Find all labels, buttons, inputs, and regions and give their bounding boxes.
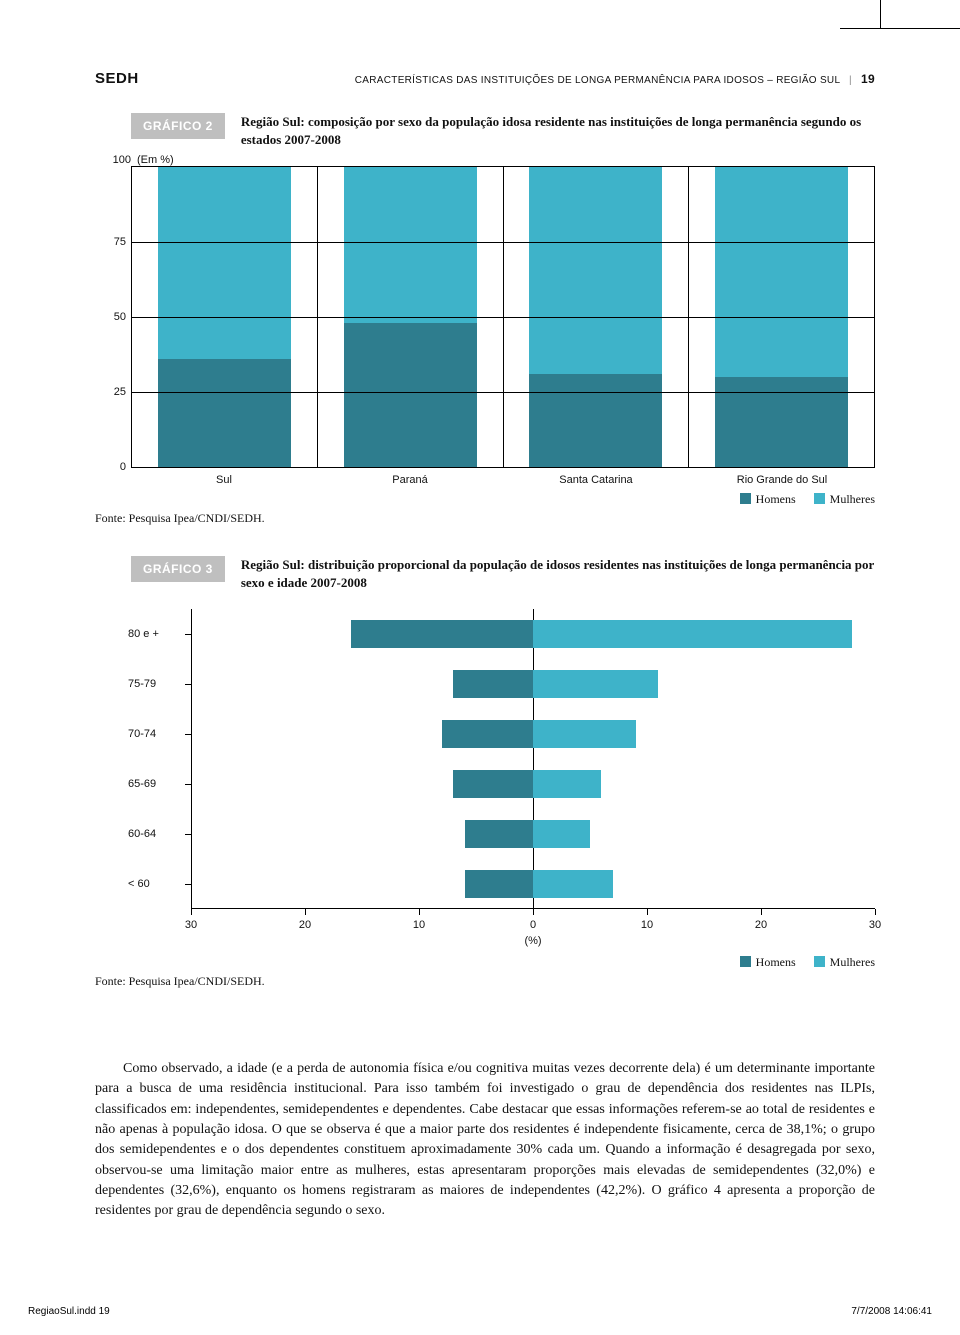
chart-3-title: Região Sul: distribuição proporcional da…	[241, 556, 875, 591]
bar-mulheres	[715, 167, 848, 377]
chart2-plot-area: 7550250	[131, 166, 875, 468]
chart2-ylabel: 50	[96, 311, 126, 323]
chart2-ylabel-100: 100	[95, 154, 137, 166]
bar-homens	[715, 377, 848, 467]
brand: SEDH	[95, 70, 139, 87]
chart3-xlabel: 10	[641, 919, 653, 931]
legend-mulheres-3: Mulheres	[814, 955, 875, 970]
chart3-bar-homens	[453, 770, 533, 798]
chart3-xtick	[761, 909, 762, 915]
chart-2: GRÁFICO 2 Região Sul: composição por sex…	[95, 113, 875, 526]
chart2-xlabel: Sul	[131, 474, 317, 486]
chart2-legend: Homens Mulheres	[95, 492, 875, 507]
bar-homens	[529, 374, 662, 467]
chart3-xtick	[533, 909, 534, 915]
page-content: SEDH CARACTERÍSTICAS DAS INSTITUIÇÕES DE…	[0, 0, 960, 1262]
chart2-xlabel: Santa Catarina	[503, 474, 689, 486]
chart2-xlabels: SulParanáSanta CatarinaRio Grande do Sul	[131, 474, 875, 486]
chart3-bar-homens	[442, 720, 533, 748]
chart2-ylabel: 25	[96, 386, 126, 398]
chart2-xlabel: Rio Grande do Sul	[689, 474, 875, 486]
print-footer: RegiaoSul.indd 19 7/7/2008 14:06:41	[28, 1306, 932, 1317]
chart3-bar-homens	[465, 820, 533, 848]
paragraph-1: Como observado, a idade (e a perda de au…	[95, 1059, 875, 1221]
chart-3: GRÁFICO 3 Região Sul: distribuição propo…	[95, 556, 875, 989]
chart3-xlabel: 30	[869, 919, 881, 931]
chart3-xlabel: 30	[185, 919, 197, 931]
chart2-ylabel: 75	[96, 236, 126, 248]
chart3-xtick	[305, 909, 306, 915]
body-text: Como observado, a idade (e a perda de au…	[95, 1059, 875, 1221]
chart2-xlabel: Paraná	[317, 474, 503, 486]
bar-homens	[344, 323, 477, 467]
chart2-ylabel: 0	[96, 461, 126, 473]
footer-right: 7/7/2008 14:06:41	[851, 1306, 932, 1317]
chart2-gridline	[132, 392, 874, 393]
chart3-xtick	[647, 909, 648, 915]
chart3-age-label: 75-79	[128, 678, 156, 690]
chart3-bar-homens	[465, 870, 533, 898]
chart3-age-label: < 60	[128, 878, 150, 890]
chart3-bar-mulheres	[533, 670, 658, 698]
chart3-age-label: 70-74	[128, 728, 156, 740]
chart3-bar-mulheres	[533, 720, 636, 748]
legend-mulheres: Mulheres	[814, 492, 875, 507]
footer-left: RegiaoSul.indd 19	[28, 1306, 110, 1317]
chart3-ytick	[185, 884, 191, 885]
chart3-xtick	[875, 909, 876, 915]
separator: |	[849, 75, 852, 86]
chart3-bar-homens	[453, 670, 533, 698]
chart3-x-unit: (%)	[524, 935, 541, 947]
chart3-age-label: 65-69	[128, 778, 156, 790]
chart3-bar-mulheres	[533, 770, 601, 798]
chart3-ytick	[185, 834, 191, 835]
chart3-bar-mulheres	[533, 820, 590, 848]
chart3-ytick	[185, 634, 191, 635]
chart3-age-label: 60-64	[128, 828, 156, 840]
legend-homens: Homens	[740, 492, 796, 507]
chart3-bar-homens	[351, 620, 533, 648]
chart3-plot-area: (%) 80 e +75-7970-7465-6960-64< 60302010…	[131, 609, 875, 909]
chart2-gridline	[132, 317, 874, 318]
chart3-legend: Homens Mulheres	[95, 955, 875, 970]
chart3-xtick	[191, 909, 192, 915]
bar-mulheres	[158, 167, 291, 359]
chart3-xlabel: 20	[299, 919, 311, 931]
running-header: SEDH CARACTERÍSTICAS DAS INSTITUIÇÕES DE…	[95, 70, 875, 87]
chart3-xlabel: 10	[413, 919, 425, 931]
chart3-source: Fonte: Pesquisa Ipea/CNDI/SEDH.	[95, 974, 875, 989]
chart3-ytick	[185, 734, 191, 735]
running-text: CARACTERÍSTICAS DAS INSTITUIÇÕES DE LONG…	[355, 75, 840, 86]
chart2-gridline	[132, 467, 874, 468]
crop-mark-h	[840, 28, 960, 29]
chart-3-badge: GRÁFICO 3	[131, 556, 225, 582]
bar-mulheres	[529, 167, 662, 374]
chart3-xlabel: 20	[755, 919, 767, 931]
chart2-unit: (Em %)	[137, 154, 174, 166]
chart3-center-axis	[533, 609, 534, 909]
chart3-bar-mulheres	[533, 870, 613, 898]
crop-mark-v	[880, 0, 881, 28]
chart3-y-axis	[191, 609, 192, 909]
bar-mulheres	[344, 167, 477, 323]
chart-2-title: Região Sul: composição por sexo da popul…	[241, 113, 875, 148]
chart3-xlabel: 0	[530, 919, 536, 931]
bar-homens	[158, 359, 291, 467]
chart3-xtick	[419, 909, 420, 915]
chart3-ytick	[185, 684, 191, 685]
chart3-ytick	[185, 784, 191, 785]
legend-homens-3: Homens	[740, 955, 796, 970]
chart2-gridline	[132, 242, 874, 243]
chart3-bar-mulheres	[533, 620, 852, 648]
chart2-source: Fonte: Pesquisa Ipea/CNDI/SEDH.	[95, 511, 875, 526]
page-number: 19	[861, 72, 875, 86]
chart3-age-label: 80 e +	[128, 628, 159, 640]
running-title: CARACTERÍSTICAS DAS INSTITUIÇÕES DE LONG…	[355, 72, 875, 86]
chart-2-badge: GRÁFICO 2	[131, 113, 225, 139]
